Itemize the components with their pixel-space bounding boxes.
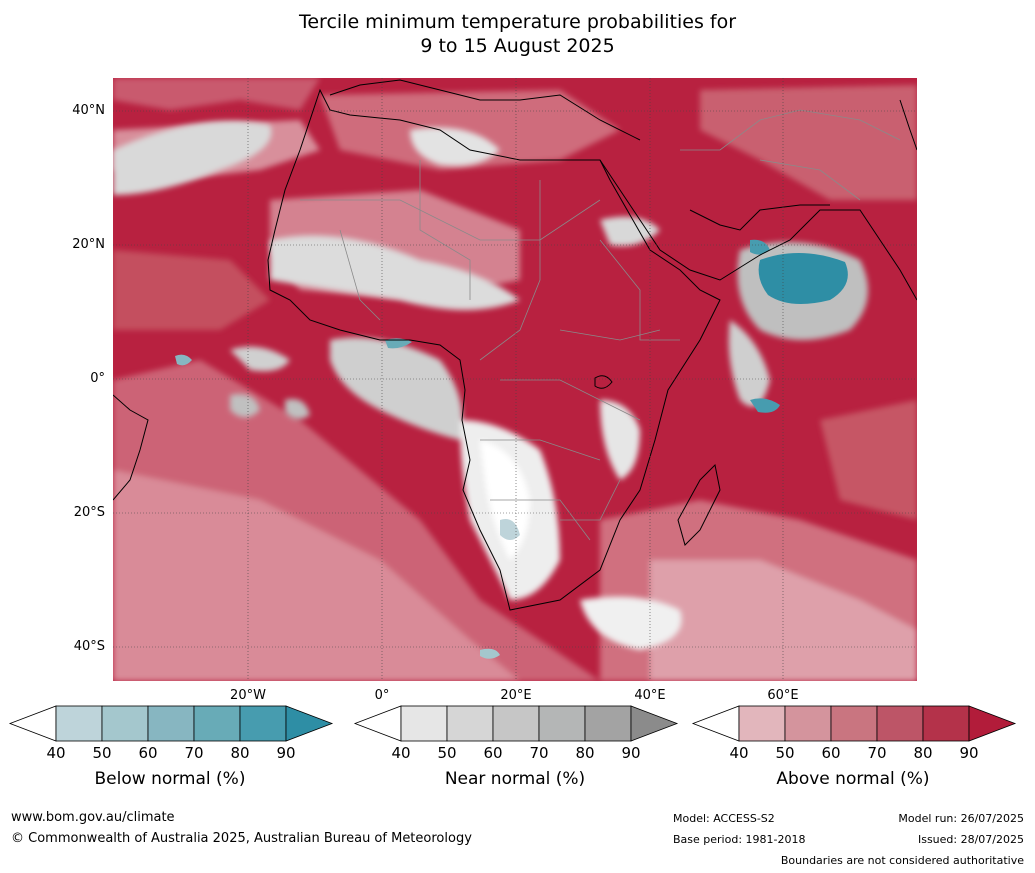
near-normal-title: Near normal (%) bbox=[444, 769, 586, 789]
below-colorbar-bin bbox=[193, 705, 241, 742]
near-colorbar-bin bbox=[584, 705, 632, 742]
near-colorbar-tick: 40 bbox=[391, 744, 411, 762]
below-colorbar-max-extend bbox=[285, 705, 334, 742]
above-colorbar-tick: 60 bbox=[821, 744, 841, 762]
below-colorbar-bin bbox=[55, 705, 103, 742]
above-colorbar-tick: 70 bbox=[867, 744, 887, 762]
above-colorbar-max-extend bbox=[968, 705, 1017, 742]
near-colorbar-tick: 60 bbox=[483, 744, 503, 762]
map-title: Tercile minimum temperature probabilitie… bbox=[0, 10, 1035, 58]
above-colorbar-bin bbox=[784, 705, 832, 742]
lat-label-40s: 40°S bbox=[73, 639, 105, 654]
above-normal-title: Above normal (%) bbox=[776, 769, 930, 789]
near-colorbar-bin bbox=[538, 705, 586, 742]
disclaimer-text: Boundaries are not considered authoritat… bbox=[780, 854, 1024, 867]
below-colorbar-tick: 80 bbox=[230, 744, 250, 762]
lat-label-20n: 20°N bbox=[72, 237, 105, 252]
model-text: Model: ACCESS-S2 bbox=[673, 812, 775, 825]
website-link[interactable]: www.bom.gov.au/climate bbox=[11, 810, 175, 825]
near-colorbar-bin bbox=[446, 705, 494, 742]
near-colorbar-tick: 50 bbox=[437, 744, 457, 762]
lat-label-equator: 0° bbox=[90, 371, 105, 386]
colorbar-below-normal bbox=[8, 705, 334, 742]
above-colorbar-min-extend bbox=[691, 705, 740, 742]
lon-label-60e: 60°E bbox=[767, 688, 799, 703]
above-colorbar-bin bbox=[830, 705, 878, 742]
below-colorbar-tick: 50 bbox=[92, 744, 112, 762]
issued-text: Issued: 28/07/2025 bbox=[917, 833, 1024, 846]
map-field bbox=[113, 78, 917, 681]
title-line-2: 9 to 15 August 2025 bbox=[420, 35, 615, 57]
lat-label-20s: 20°S bbox=[73, 505, 105, 520]
above-colorbar-bin bbox=[876, 705, 924, 742]
below-normal-title: Below normal (%) bbox=[94, 769, 246, 789]
country-borders bbox=[300, 109, 901, 541]
below-colorbar-tick: 60 bbox=[138, 744, 158, 762]
title-line-1: Tercile minimum temperature probabilitie… bbox=[298, 11, 737, 33]
lon-label-20w: 20°W bbox=[230, 688, 266, 703]
coastlines bbox=[113, 79, 917, 611]
below-colorbar-min-extend bbox=[8, 705, 57, 742]
graticule bbox=[113, 78, 917, 681]
near-colorbar-tick: 90 bbox=[621, 744, 641, 762]
below-colorbar-bin bbox=[239, 705, 287, 742]
above-colorbar-tick: 90 bbox=[959, 744, 979, 762]
below-colorbar-tick: 90 bbox=[276, 744, 296, 762]
lat-label-40n: 40°N bbox=[72, 103, 105, 118]
lon-label-40e: 40°E bbox=[634, 688, 666, 703]
below-normal-patches bbox=[175, 239, 848, 659]
below-colorbar-bin bbox=[101, 705, 149, 742]
near-colorbar-tick: 70 bbox=[529, 744, 549, 762]
near-colorbar-max-extend bbox=[630, 705, 679, 742]
above-colorbar-tick: 80 bbox=[913, 744, 933, 762]
colorbar-near-normal bbox=[353, 705, 679, 742]
copyright-text: © Commonwealth of Australia 2025, Austra… bbox=[11, 831, 472, 846]
lon-label-20e: 20°E bbox=[500, 688, 532, 703]
near-colorbar-bin bbox=[492, 705, 540, 742]
below-colorbar-tick: 70 bbox=[184, 744, 204, 762]
below-colorbar-tick: 40 bbox=[46, 744, 66, 762]
colorbar-above-normal bbox=[691, 705, 1017, 742]
near-colorbar-bin bbox=[400, 705, 448, 742]
above-colorbar-bin bbox=[922, 705, 970, 742]
near-colorbar-tick: 80 bbox=[575, 744, 595, 762]
above-colorbar-tick: 40 bbox=[729, 744, 749, 762]
below-colorbar-bin bbox=[147, 705, 195, 742]
above-colorbar-bin bbox=[738, 705, 786, 742]
lon-label-0: 0° bbox=[374, 688, 390, 703]
base-period-text: Base period: 1981-2018 bbox=[673, 833, 806, 846]
above-colorbar-tick: 50 bbox=[775, 744, 795, 762]
model-run-text: Model run: 26/07/2025 bbox=[898, 812, 1024, 825]
near-colorbar-min-extend bbox=[353, 705, 402, 742]
